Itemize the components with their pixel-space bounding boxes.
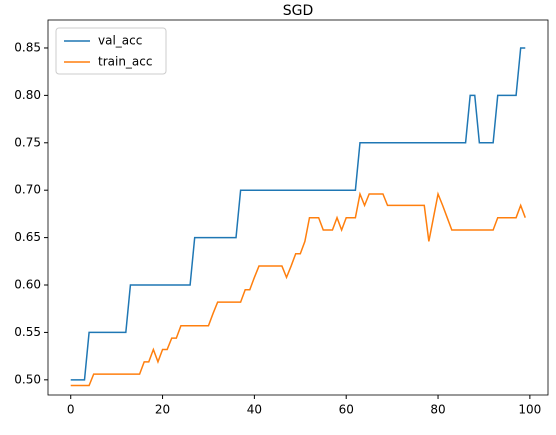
y-tick-label: 0.80	[14, 88, 41, 102]
y-tick-label: 0.50	[14, 372, 41, 386]
x-tick-label: 20	[155, 403, 170, 417]
x-tick-label: 0	[67, 403, 75, 417]
line-series	[70, 47, 526, 381]
chart-title: SGD	[283, 3, 314, 19]
x-tick-label: 60	[339, 403, 354, 417]
y-tick-label: 0.85	[14, 40, 41, 54]
y-tick-label: 0.70	[14, 183, 41, 197]
y-tick-label: 0.60	[14, 278, 41, 292]
y-tick-label: 0.55	[14, 325, 41, 339]
plot-frame	[47, 19, 549, 396]
x-tick-label: 100	[518, 403, 541, 417]
legend-label: val_acc	[98, 34, 142, 48]
legend-label: train_acc	[98, 55, 152, 69]
line-series	[70, 191, 526, 387]
x-tick-label: 40	[247, 403, 262, 417]
y-tick-label: 0.65	[14, 230, 41, 244]
x-tick-label: 80	[430, 403, 445, 417]
y-tick-label: 0.75	[14, 135, 41, 149]
